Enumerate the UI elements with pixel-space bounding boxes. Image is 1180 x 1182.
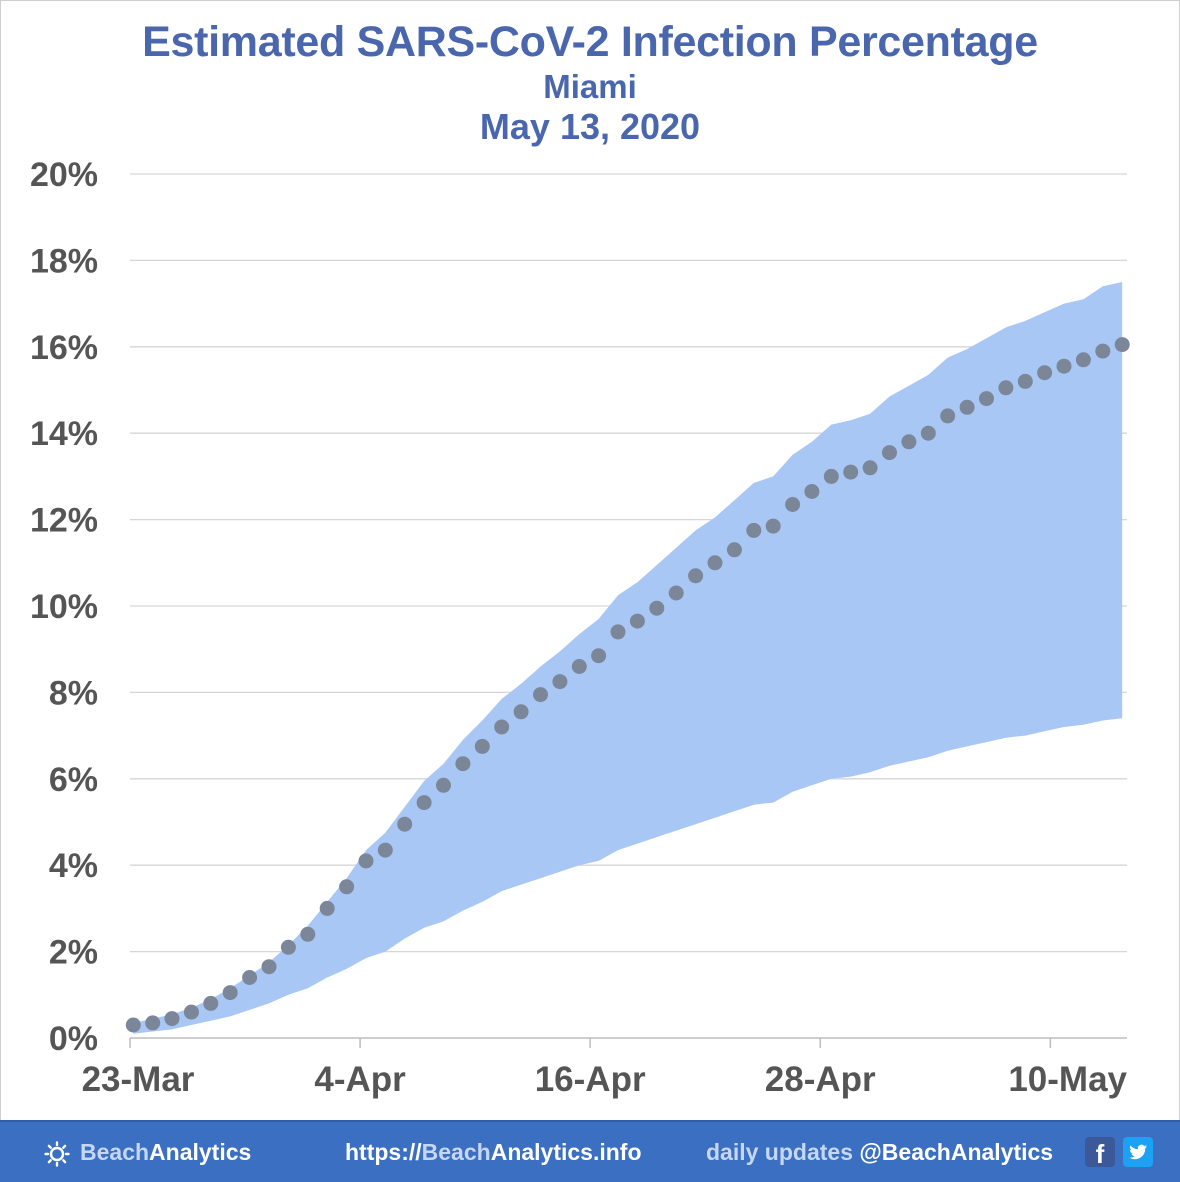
twitter-bird-icon — [1129, 1144, 1147, 1160]
footer-updates-handle[interactable]: @BeachAnalytics — [859, 1139, 1054, 1165]
footer-url-rest: Analytics.info — [490, 1139, 642, 1165]
estimate-point — [1037, 365, 1053, 381]
y-tick-label: 2% — [49, 934, 98, 972]
y-tick-label: 10% — [30, 588, 98, 626]
estimate-point — [339, 879, 355, 895]
estimate-point — [494, 719, 510, 735]
estimate-point — [377, 842, 393, 858]
y-tick-label: 12% — [30, 502, 98, 540]
estimate-point — [455, 756, 471, 772]
estimate-point — [125, 1017, 141, 1033]
estimate-point — [882, 445, 897, 461]
estimate-point — [1017, 373, 1033, 389]
facebook-icon[interactable]: f — [1085, 1137, 1115, 1169]
estimate-point — [765, 518, 781, 534]
estimate-point — [416, 795, 432, 811]
estimate-point — [920, 425, 936, 441]
estimate-point — [726, 542, 742, 558]
confidence-band-area — [133, 282, 1123, 1034]
estimate-point — [901, 434, 917, 450]
footer-brand-bold: Analytics — [149, 1139, 252, 1165]
estimate-point — [1075, 352, 1091, 368]
chart-plot: 0% 2% 4% 6% 8% 10% 12% 14% 16% 18% 20% 23-Mar 4-Apr… — [30, 156, 1130, 1099]
x-axis — [129, 1037, 1127, 1048]
estimate-point — [397, 816, 413, 832]
estimate-point — [959, 399, 975, 415]
estimate-point — [823, 468, 839, 484]
chart-title: Estimated SARS-CoV-2 Infection Percentag… — [142, 18, 1038, 66]
estimate-point — [940, 408, 956, 424]
y-tick-label: 0% — [49, 1020, 98, 1058]
footer-updates-label: daily updates — [706, 1139, 853, 1165]
estimate-point — [261, 959, 277, 975]
chart-subtitle-date: May 13, 2020 — [479, 106, 701, 147]
estimate-point — [203, 995, 219, 1011]
y-tick-label: 4% — [49, 847, 98, 885]
estimate-point — [571, 659, 587, 674]
y-tick-label: 14% — [30, 415, 98, 453]
x-tick-label: 23-Mar — [82, 1060, 195, 1099]
estimate-dots — [125, 337, 1130, 1033]
footer-brand: BeachAnalytics — [80, 1139, 251, 1166]
footer-bar: BeachAnalytics https://BeachAnalytics.in… — [0, 1120, 1180, 1182]
estimate-point — [1056, 358, 1072, 374]
estimate-point — [668, 585, 684, 601]
footer-updates: daily updates @BeachAnalytics — [706, 1139, 1053, 1166]
estimate-point — [707, 555, 723, 571]
estimate-point — [222, 985, 238, 1001]
estimate-point — [979, 391, 994, 407]
estimate-point — [242, 970, 258, 985]
footer-url-link[interactable]: https://BeachAnalytics.info — [345, 1139, 642, 1166]
estimate-point — [183, 1004, 199, 1020]
y-tick-label: 18% — [30, 242, 98, 280]
estimate-point — [319, 900, 335, 916]
x-tick-label: 16-Apr — [535, 1060, 646, 1099]
estimate-point — [688, 568, 704, 584]
estimate-point — [843, 464, 859, 480]
estimate-point — [591, 648, 607, 664]
y-tick-label: 8% — [49, 674, 98, 712]
x-tick-label: 4-Apr — [314, 1060, 406, 1099]
footer-brand-light: Beach — [80, 1139, 150, 1165]
estimate-point — [1095, 343, 1111, 359]
estimate-point — [804, 484, 820, 499]
estimate-point — [629, 613, 645, 629]
x-tick-label: 28-Apr — [765, 1060, 876, 1099]
estimate-point — [862, 460, 878, 476]
estimate-point — [300, 926, 316, 942]
confidence-band — [133, 282, 1123, 1034]
estimate-point — [1114, 337, 1130, 353]
y-tick-label: 20% — [30, 156, 98, 194]
y-axis-tick-labels: 0% 2% 4% 6% 8% 10% 12% 14% 16% 18% 20% — [30, 156, 98, 1058]
y-tick-label: 6% — [49, 761, 98, 799]
twitter-icon[interactable] — [1123, 1137, 1153, 1167]
sun-icon — [44, 1141, 70, 1167]
estimate-point — [164, 1011, 180, 1027]
x-axis-tick-labels: 23-Mar 4-Apr 16-Apr 28-Apr 10-May — [82, 1060, 1128, 1099]
estimate-point — [610, 624, 626, 640]
footer-url-prefix: https:// — [345, 1139, 422, 1165]
x-tick-label: 10-May — [1008, 1060, 1127, 1099]
estimate-point — [785, 497, 801, 512]
estimate-point — [513, 704, 529, 720]
estimate-point — [280, 939, 296, 955]
estimate-point — [998, 380, 1014, 396]
footer-url-light: Beach — [421, 1139, 491, 1165]
estimate-point — [358, 853, 374, 869]
estimate-point — [474, 738, 490, 754]
chart-subtitle-location: Miami — [543, 68, 637, 105]
estimate-point — [145, 1015, 161, 1031]
estimate-point — [649, 600, 665, 616]
estimate-point — [746, 522, 762, 538]
estimate-point — [533, 687, 548, 703]
estimate-point — [552, 674, 568, 690]
estimate-point — [436, 777, 451, 793]
y-tick-label: 16% — [30, 329, 98, 367]
